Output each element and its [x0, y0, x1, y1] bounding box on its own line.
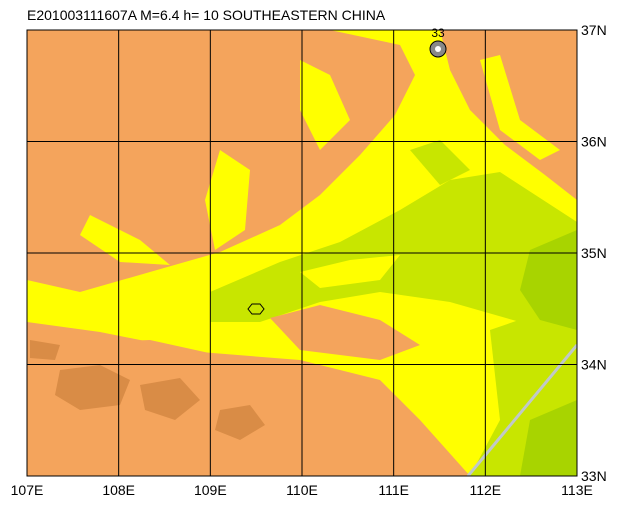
lat-label: 34N: [581, 357, 607, 373]
station-center: [435, 46, 441, 52]
lon-label: 107E: [11, 482, 44, 498]
lon-label: 108E: [102, 482, 135, 498]
map-title: E201003111607A M=6.4 h= 10 SOUTHEASTERN …: [27, 7, 386, 23]
lon-label: 110E: [286, 482, 318, 498]
fault-line: [466, 344, 577, 476]
lon-label: 109E: [194, 482, 227, 498]
graticule: [27, 30, 577, 476]
lon-label: 111E: [378, 482, 409, 498]
lon-label: 113E: [561, 482, 593, 498]
lat-label: 37N: [581, 22, 607, 38]
map-frame: [26, 29, 578, 477]
lat-label: 33N: [581, 468, 607, 484]
station-label: 33: [431, 26, 445, 40]
lon-label: 112E: [469, 482, 501, 498]
epicenter: [247, 303, 265, 315]
lat-label: 36N: [581, 134, 607, 150]
lat-label: 35N: [581, 245, 607, 261]
